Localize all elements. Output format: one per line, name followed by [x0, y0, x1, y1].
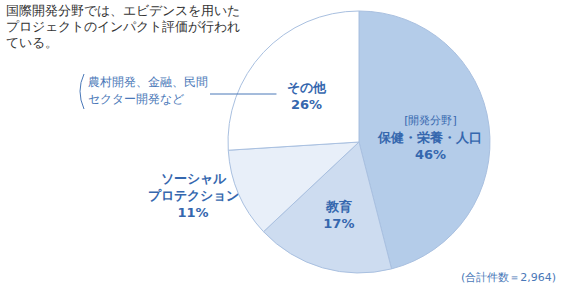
category-label-line: その他	[287, 80, 327, 95]
data-label: 26%	[291, 97, 322, 112]
category-label: 教育	[325, 199, 352, 214]
category-label: 保健・栄養・人口	[377, 130, 482, 145]
title: 国際開発分野では、エビデンスを用いたプロジェクトのインパクト評価が行われている。	[6, 3, 240, 50]
category-label-line: 保健・栄養・人口	[377, 130, 482, 145]
data-label: 17%	[323, 216, 354, 231]
category-label-line: プロテクション	[148, 188, 239, 203]
slice	[228, 142, 359, 232]
data-label: 46%	[415, 147, 446, 162]
data-label: 11%	[178, 205, 209, 220]
category-note: [開発分野]	[404, 114, 457, 127]
slice	[228, 11, 359, 150]
note: (合計件数＝2,964)	[461, 271, 556, 284]
title-line: ている。	[6, 35, 58, 50]
leader-line	[210, 94, 276, 95]
annotation-line: 農村開発、金融、民間	[88, 75, 208, 89]
chart: 国際開発分野では、エビデンスを用いたプロジェクトのインパクト評価が行われている。…	[0, 0, 561, 287]
annotation-line: セクター開発など	[88, 92, 184, 106]
pie	[228, 11, 490, 273]
bracket	[80, 74, 84, 109]
category-label: ソーシャルプロテクション	[148, 171, 239, 203]
annotation: 農村開発、金融、民間セクター開発など	[88, 75, 208, 106]
category-label-line: 教育	[325, 199, 352, 214]
title-line: 国際開発分野では、エビデンスを用いた	[6, 3, 240, 18]
category-label: その他	[287, 80, 327, 95]
category-label-line: ソーシャル	[161, 171, 227, 186]
title-line: プロジェクトのインパクト評価が行われ	[6, 19, 240, 34]
